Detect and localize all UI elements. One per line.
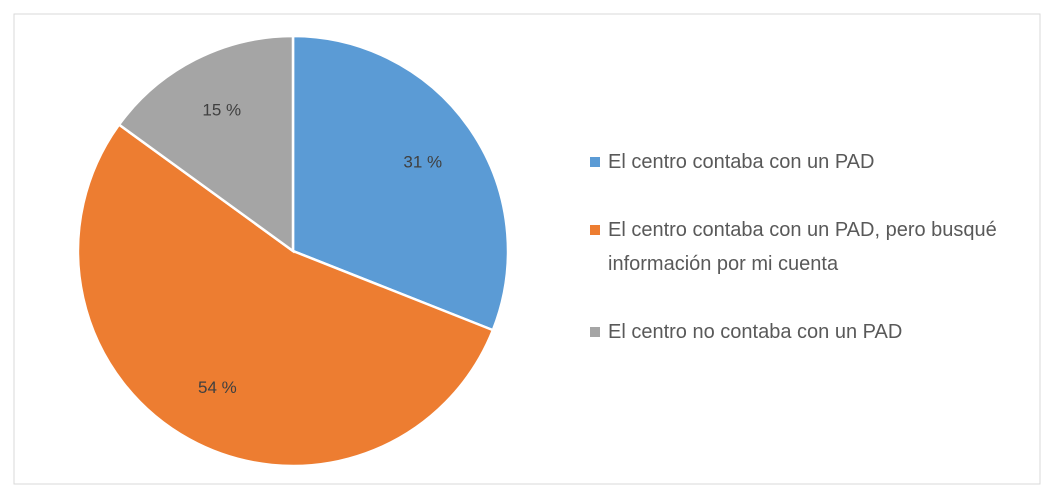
pie-slice [291,34,510,332]
legend-label: El centro contaba con un PAD, pero busqu… [608,219,997,275]
legend-swatch [590,157,600,167]
pie-slice [117,34,295,254]
legend-label: El centro contaba con un PAD [608,151,875,173]
chart-frame [13,13,1041,485]
legend-item: El centro no contaba con un PAD [590,315,1030,349]
legend-swatch [590,327,600,337]
legend-item: El centro contaba con un PAD [590,145,1030,179]
data-label: 15 % [202,101,241,120]
legend-label: El centro no contaba con un PAD [608,321,903,343]
pie-slice [76,122,495,468]
data-label: 31 % [403,152,442,171]
legend-swatch [590,225,600,235]
data-label: 54 % [198,378,237,397]
legend-item: El centro contaba con un PAD, pero busqu… [590,213,1030,281]
legend: El centro contaba con un PAD El centro co… [590,145,1030,383]
